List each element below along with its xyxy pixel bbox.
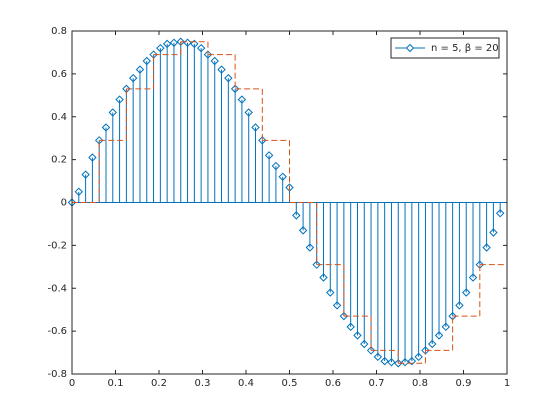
stem-marker <box>128 73 138 83</box>
stem-marker <box>251 123 260 132</box>
stem-marker <box>108 108 117 117</box>
stem-marker <box>298 226 308 235</box>
legend-box <box>390 37 500 59</box>
stem-marker <box>305 243 315 252</box>
stem-marker <box>394 359 403 368</box>
stem-marker <box>156 43 165 53</box>
stem-marker <box>196 43 206 53</box>
x-tick-label: 0.1 <box>108 378 124 389</box>
stem-marker <box>332 301 342 310</box>
x-tick-label: 0.7 <box>369 378 385 389</box>
x-tick-label: 0.3 <box>195 378 211 389</box>
stem-marker <box>455 301 464 310</box>
stem-marker <box>434 331 444 340</box>
stem-marker <box>244 108 253 117</box>
stem-marker <box>319 273 328 282</box>
stem-marker <box>312 260 321 269</box>
axes-box <box>71 30 508 375</box>
x-tick-label: 1 <box>504 378 510 389</box>
stem-marker <box>230 84 240 94</box>
stem-marker <box>264 151 274 160</box>
stem-marker <box>271 161 281 171</box>
y-tick-label: 0.2 <box>51 155 67 166</box>
x-tick-label: 0.9 <box>456 378 472 389</box>
y-tick-label: -0.8 <box>47 369 67 380</box>
stem-marker <box>346 322 355 332</box>
y-tick-label: -0.4 <box>47 283 67 294</box>
y-tick-label: 0 <box>61 198 67 209</box>
y-tick-label: 0.4 <box>51 112 67 123</box>
legend-marker <box>405 43 415 53</box>
stem-marker <box>203 50 213 59</box>
stem-marker <box>81 170 90 179</box>
stem-marker <box>462 288 471 297</box>
y-tick-label: -0.2 <box>47 240 67 251</box>
stem-marker <box>339 311 349 321</box>
x-tick-label: 0.2 <box>151 378 167 389</box>
stem-marker <box>258 136 267 145</box>
stem-marker <box>407 356 417 366</box>
stem-marker <box>353 331 362 340</box>
stem-marker <box>400 358 410 367</box>
stem-marker <box>101 123 111 132</box>
stem-marker <box>387 358 396 367</box>
x-tick-label: 0.8 <box>412 378 428 389</box>
y-tick-label: -0.6 <box>47 326 67 337</box>
stem-marker <box>482 243 491 252</box>
stem-marker <box>88 153 97 162</box>
x-tick-label: 0.5 <box>282 378 298 389</box>
stem-marker <box>115 95 124 104</box>
stem-marker <box>366 346 376 355</box>
stem-marker <box>162 39 172 49</box>
stem-marker <box>441 322 451 332</box>
stem-marker <box>224 73 233 83</box>
stem-marker <box>74 187 84 196</box>
y-tick-label: 0.8 <box>51 26 67 37</box>
stem-marker <box>380 356 389 366</box>
stem-marker <box>360 339 369 349</box>
stem-marker <box>217 65 226 74</box>
stem-marker <box>278 172 287 181</box>
stem-marker <box>495 209 505 218</box>
stem-marker <box>169 38 179 47</box>
x-tick-label: 0.6 <box>325 378 341 389</box>
x-tick-label: 0 <box>69 378 75 389</box>
stem-marker <box>373 352 383 362</box>
stem-marker <box>190 39 199 49</box>
x-tick-label: 0.4 <box>238 378 254 389</box>
stem-marker <box>292 211 301 220</box>
stem-marker <box>210 56 219 66</box>
legend-label: n = 5, β = 20 <box>431 43 499 54</box>
stem-marker <box>468 273 478 282</box>
stem-marker <box>428 339 437 349</box>
stem-marker <box>414 352 423 362</box>
stem-marker <box>142 56 151 66</box>
stem-marker <box>326 288 335 297</box>
y-tick-label: 0.6 <box>51 69 67 80</box>
stem-marker <box>237 95 247 104</box>
stem-marker <box>489 228 498 237</box>
stem-marker <box>135 65 145 74</box>
